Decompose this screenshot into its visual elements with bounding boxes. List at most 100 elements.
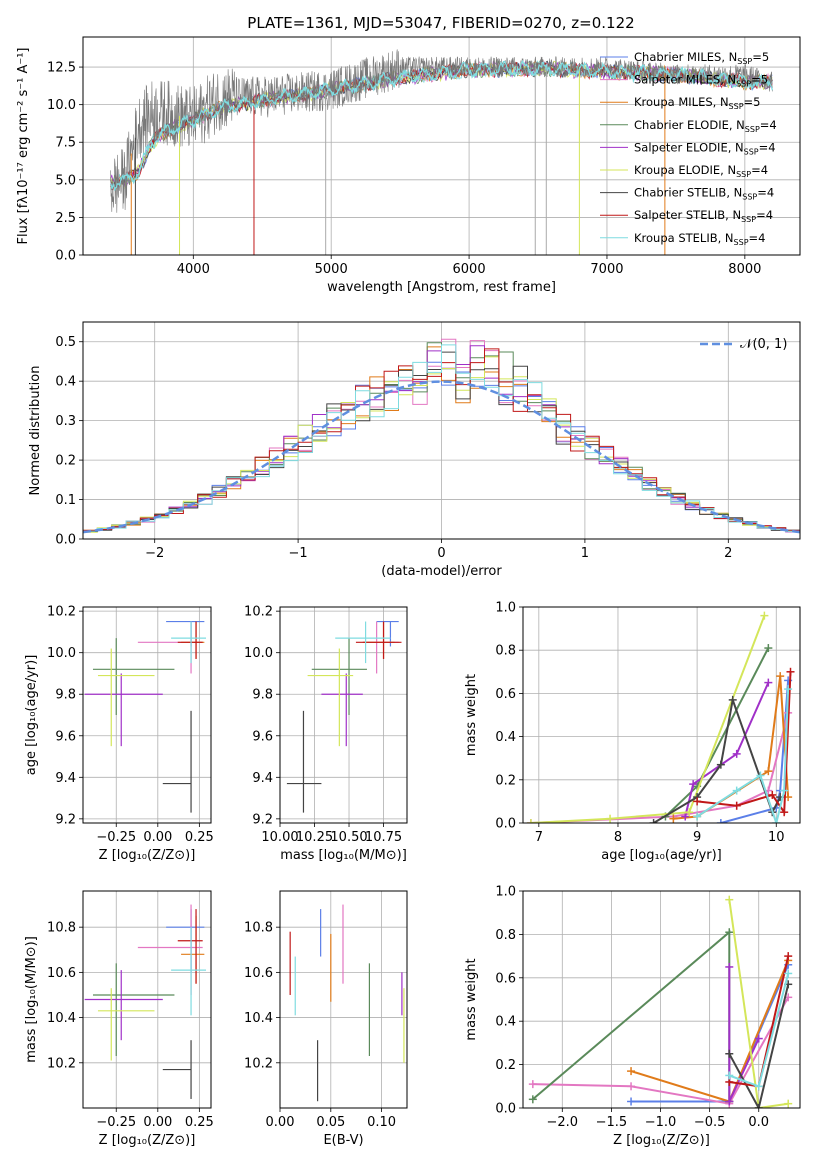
spectrum-plot-area	[110, 49, 773, 255]
residuals-xlabel: (data-model)/error	[381, 564, 502, 579]
residuals-ytick-label: 0.0	[55, 533, 76, 548]
mass_vs_ebv-frame	[279, 890, 408, 1109]
residuals-ylabel: Normed distribution	[28, 366, 43, 496]
residuals-xtick-label: −1	[289, 546, 308, 561]
age_vs_mass-xtick-label: 10.75	[365, 830, 402, 845]
spectrum-xtick-label: 6000	[453, 262, 486, 277]
mass_weight_vs_z-ytick-label: 1.0	[495, 885, 516, 900]
spectrum-ytick-label: 0.0	[55, 249, 76, 264]
mass_weight_vs_age-ytick-label: 1.0	[495, 601, 516, 616]
mass-weight-line	[530, 712, 790, 823]
mass_weight_vs_z-ytick-label: 0.6	[495, 971, 516, 986]
mass_vs_ebv-xtick-label: 0.05	[316, 1115, 345, 1130]
mass_weight_vs_age-xtick-label: 10	[768, 830, 785, 845]
age_vs_z-xlabel: Z [log₁₀(Z/Z⊙)]	[99, 848, 196, 863]
mass_vs_z-ytick-label: 10.2	[47, 1056, 76, 1071]
residuals-ytick-label: 0.3	[55, 414, 76, 429]
residuals-ytick-label: 0.2	[55, 454, 76, 469]
spectrum-ytick-label: 5.0	[55, 173, 76, 188]
mass_vs_z-ytick-label: 10.6	[47, 966, 76, 981]
mass_vs_z-xtick-label: 0.00	[143, 1115, 172, 1130]
age_vs_mass-ytick-label: 10.0	[244, 646, 273, 661]
age_vs_z-ytick-label: 10.0	[47, 646, 76, 661]
mass_weight_vs_z-ytick-label: 0.2	[495, 1058, 516, 1073]
age_vs_z-xtick-label: −0.25	[96, 830, 136, 845]
legend-entry: Salpeter STELIB, NSSP=4	[634, 208, 773, 224]
mass-weight-line	[728, 984, 790, 1108]
legend-entry: Chabrier MILES, NSSP=5	[634, 50, 769, 66]
gaussian-curve	[83, 380, 800, 534]
age_vs_z-ytick-label: 9.6	[55, 729, 76, 744]
age_vs_mass-xtick-label: 10.00	[261, 830, 298, 845]
spectrum-ytick-label: 2.5	[55, 211, 76, 226]
age_vs_z-ytick-label: 10.2	[47, 605, 76, 620]
mass_weight_vs_age-xtick-label: 8	[614, 830, 622, 845]
mass_weight_vs_z-xtick-label: −1.0	[645, 1115, 677, 1130]
mass_weight_vs_z-ytick-label: 0.0	[495, 1102, 516, 1117]
mass_weight_vs_z-xtick-label: −1.5	[596, 1115, 628, 1130]
residuals-xtick-label: 2	[724, 546, 732, 561]
age_vs_z-panel: −0.25 0.00 0.25 9.2 9.4 9.6 9.8 10.0 10.2 Z [log₁…	[24, 605, 214, 863]
mass_vs_ebv-ytick-label: 10.2	[244, 1056, 273, 1071]
mass_weight_vs_age-xlabel: age [log₁₀(age/yr)]	[601, 848, 722, 863]
mass_vs_z-xtick-label: 0.25	[185, 1115, 214, 1130]
age_vs_z-ytick-label: 9.8	[55, 688, 76, 703]
mass_weight_vs_age-ylabel: mass weight	[464, 674, 479, 756]
age_vs_mass-xtick-label: 10.25	[296, 830, 333, 845]
legend-entry: Kroupa MILES, NSSP=5	[634, 95, 760, 111]
mass_vs_z-frame	[82, 890, 212, 1109]
age_vs_mass-frame	[279, 606, 408, 824]
mass_vs_ebv-ytick-label: 10.4	[244, 1011, 273, 1026]
spectrum-xlabel: wavelength [Angstrom, rest frame]	[327, 280, 556, 295]
spectrum-ytick-label: 12.5	[47, 61, 76, 76]
age_vs_z-xtick-label: 0.25	[185, 830, 214, 845]
mass_vs_z-ylabel: mass [log₁₀(M/M⊙)]	[24, 936, 39, 1063]
mass_weight_vs_age-ytick-label: 0.2	[495, 773, 516, 788]
mass_weight_vs_z-xtick-label: −0.5	[694, 1115, 726, 1130]
legend-entry: Chabrier ELODIE, NSSP=4	[634, 118, 777, 134]
residual-hist-kroupa-stelib	[83, 344, 800, 532]
mass_vs_ebv-panel: 0.00 0.05 0.10 10.2 10.4 10.6 10.8 E(B-V)	[244, 890, 408, 1148]
mass_weight_vs_z-plot-area	[528, 895, 793, 1108]
age_vs_z-plot-area	[84, 620, 207, 813]
age_vs_mass-ytick-label: 9.8	[252, 688, 273, 703]
spectrum-xtick-label: 8000	[728, 262, 761, 277]
residuals-plot-area	[83, 338, 800, 534]
spectrum-panel: 4000 5000 6000 7000 8000 0.0 2.5 5.0 7.5 10.0 12.5…	[16, 36, 801, 295]
mass_weight_vs_z-ylabel: mass weight	[464, 958, 479, 1040]
mass-weight-line	[728, 899, 789, 1108]
age_vs_mass-xtick-label: 10.50	[330, 830, 367, 845]
age_vs_mass-xlabel: mass [log₁₀(M/M⊙)]	[280, 848, 407, 863]
legend-entry: Kroupa ELODIE, NSSP=4	[634, 163, 768, 179]
legend-entry: Chabrier STELIB, NSSP=4	[634, 186, 774, 202]
age_vs_mass-ytick-label: 9.4	[252, 771, 273, 786]
mass_weight_vs_z-xlabel: Z [log₁₀(Z/Z⊙)]	[613, 1133, 710, 1148]
mass_vs_z-xlabel: Z [log₁₀(Z/Z⊙)]	[99, 1133, 196, 1148]
spectrum-ytick-label: 7.5	[55, 136, 76, 151]
residuals-xtick-label: 0	[437, 546, 445, 561]
spectrum-frame	[82, 36, 801, 256]
mass_weight_vs_z-xtick-label: 0.0	[748, 1115, 769, 1130]
mass_weight_vs_age-frame	[522, 606, 801, 824]
mass_vs_ebv-xtick-label: 0.00	[266, 1115, 295, 1130]
spectrum-data-line	[110, 49, 773, 213]
mass_weight_vs_z-ytick-label: 0.8	[495, 928, 516, 943]
spectrum-ytick-label: 10.0	[47, 98, 76, 113]
mass_weight_vs_z-frame	[522, 890, 801, 1109]
mass_weight_vs_age-ytick-label: 0.6	[495, 687, 516, 702]
mass_vs_z-plot-area	[84, 904, 207, 1099]
residuals-xtick-label: −2	[145, 546, 164, 561]
mass_vs_ebv-xtick-label: 0.10	[367, 1115, 396, 1130]
legend-entry: Kroupa STELIB, NSSP=4	[634, 231, 765, 247]
legend-entry: Salpeter MILES, NSSP=5	[634, 73, 768, 89]
residuals-xtick-label: 1	[581, 546, 589, 561]
legend-entry: Salpeter ELODIE, NSSP=4	[634, 140, 776, 156]
age_vs_mass-plot-area	[286, 620, 402, 813]
mass_weight_vs_z-panel: −2.0 −1.5 −1.0 −0.5 0.0 0.0 0.2 0.4 0.6 0.8 1.0 Z […	[464, 885, 801, 1148]
age_vs_mass-ytick-label: 9.6	[252, 729, 273, 744]
figure-title: PLATE=1361, MJD=53047, FIBERID=0270, z=0…	[247, 14, 634, 32]
age_vs_mass-ytick-label: 10.2	[244, 605, 273, 620]
mass_weight_vs_age-ytick-label: 0.8	[495, 644, 516, 659]
mass-weight-line	[530, 615, 766, 823]
